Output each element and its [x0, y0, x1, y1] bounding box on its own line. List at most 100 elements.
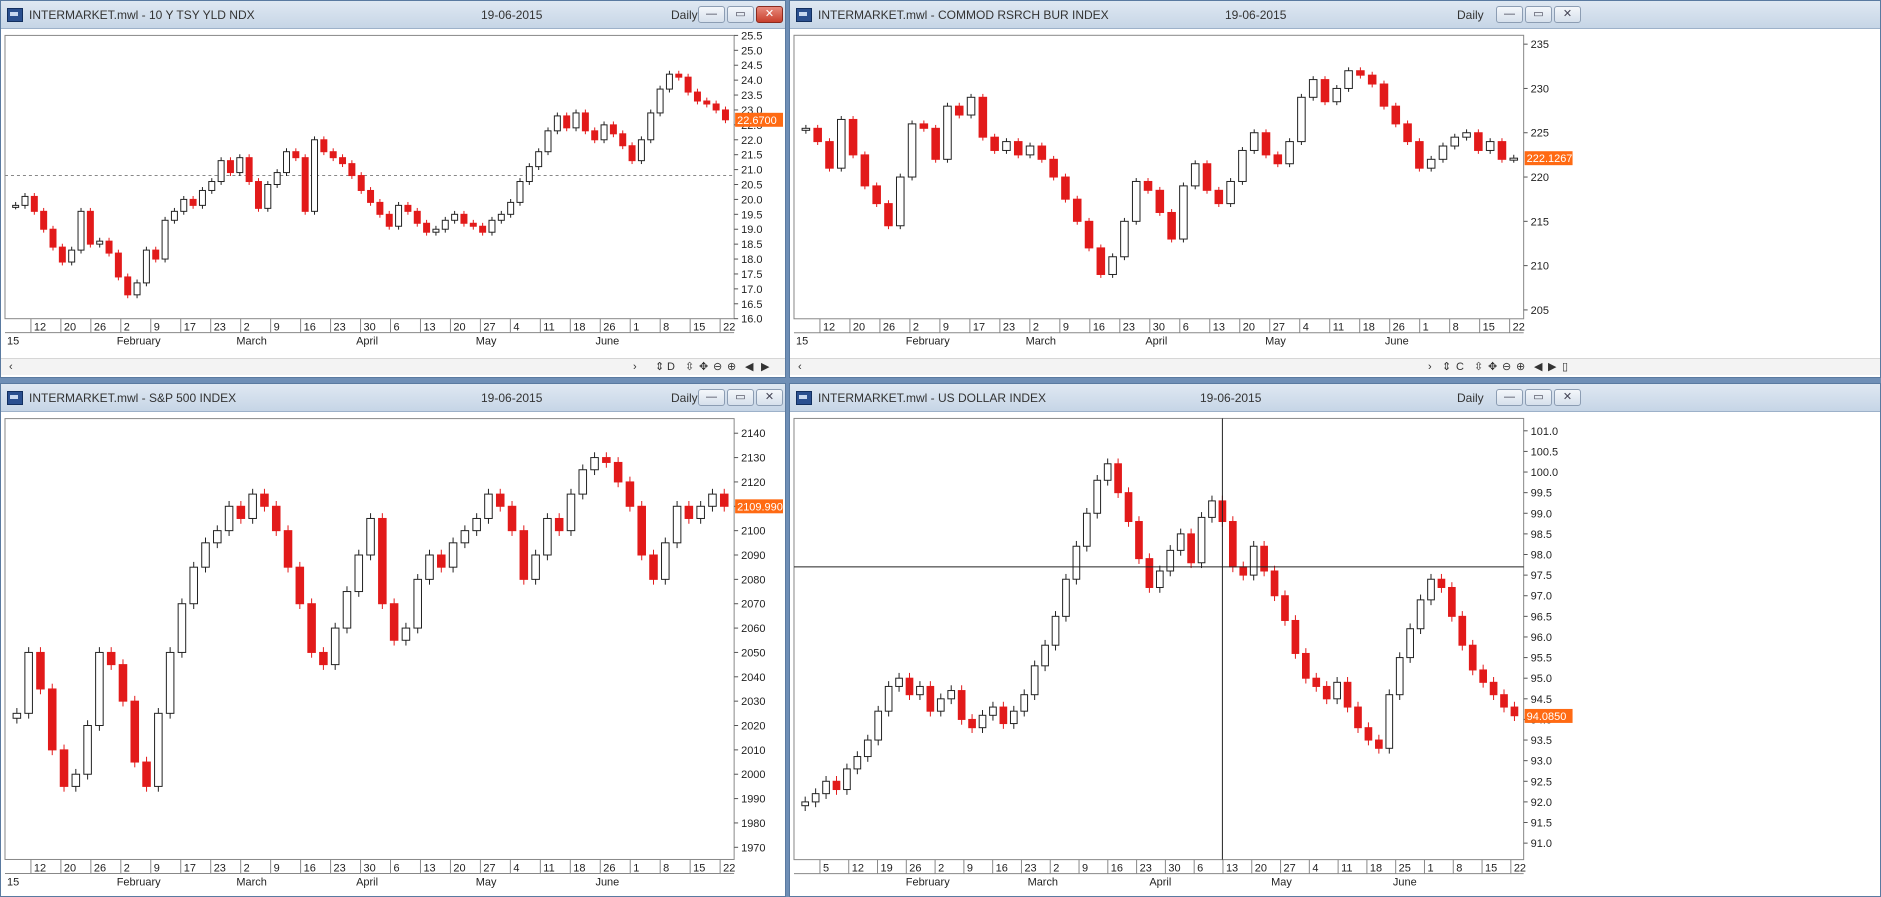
next-icon[interactable]: ▶: [1548, 361, 1557, 373]
x-tick-label: 23: [214, 322, 226, 334]
candle: [990, 136, 999, 151]
y-tick-label: 1980: [741, 818, 765, 830]
y-tick-label: 24.5: [741, 60, 762, 72]
chart-window-10y-yield[interactable]: INTERMARKET.mwl - 10 Y TSY YLD NDX 19-06…: [0, 0, 786, 378]
next-icon[interactable]: ▶: [761, 361, 770, 373]
close-icon[interactable]: ✕: [1554, 6, 1581, 23]
x-tick-label: 22: [723, 322, 735, 334]
x-month-label: 15: [7, 336, 19, 348]
scroll-right-icon[interactable]: ›: [1428, 361, 1432, 373]
candle: [497, 213, 505, 221]
maximize-icon[interactable]: ▭: [1525, 389, 1552, 406]
sync-icon[interactable]: ⇕: [1442, 361, 1452, 373]
last-price-tag: [1524, 708, 1573, 723]
x-tick-label: 13: [1213, 322, 1225, 334]
candle: [1202, 163, 1212, 191]
link-icon[interactable]: ⇳: [685, 361, 695, 373]
end-icon[interactable]: ▯: [1562, 361, 1569, 373]
window-titlebar[interactable]: INTERMARKET.mwl - S&P 500 INDEX 19-06-20…: [1, 384, 785, 412]
x-tick-label: 22: [1514, 863, 1526, 875]
x-month-label: 15: [796, 336, 808, 348]
candle: [563, 115, 571, 129]
last-price-label: 94.0850: [1527, 711, 1567, 723]
pan-icon[interactable]: ✥: [699, 361, 709, 373]
minimize-icon[interactable]: —: [1496, 6, 1523, 23]
candle: [1228, 521, 1237, 568]
toolbar-letter[interactable]: C: [1456, 361, 1464, 373]
zoom-out-icon[interactable]: ⊖: [713, 361, 723, 373]
candle: [177, 603, 187, 653]
minimize-icon[interactable]: —: [698, 6, 725, 23]
y-tick-label: 2000: [741, 769, 765, 781]
chart-date: 19-06-2015: [1200, 391, 1262, 405]
window-titlebar[interactable]: INTERMARKET.mwl - COMMOD RSRCH BUR INDEX…: [790, 1, 1880, 29]
link-icon[interactable]: ⇳: [1474, 361, 1484, 373]
maximize-icon[interactable]: ▭: [727, 389, 754, 406]
candle: [441, 219, 449, 230]
candle: [376, 201, 384, 215]
x-month-label: May: [1265, 336, 1286, 348]
maximize-icon[interactable]: ▭: [727, 6, 754, 23]
x-tick-label: 15: [1483, 322, 1495, 334]
maximize-icon[interactable]: ▭: [1525, 6, 1552, 23]
candle: [919, 123, 929, 129]
prev-icon[interactable]: ◀: [745, 361, 754, 373]
chart-window-usd[interactable]: INTERMARKET.mwl - US DOLLAR INDEX 19-06-…: [789, 383, 1881, 897]
zoom-out-icon[interactable]: ⊖: [1502, 361, 1512, 373]
scroll-left-icon[interactable]: ‹: [9, 361, 13, 373]
prev-icon[interactable]: ◀: [1534, 361, 1543, 373]
sync-icon[interactable]: ⇕: [655, 361, 665, 373]
candle: [1403, 123, 1412, 143]
close-icon[interactable]: ✕: [1554, 389, 1581, 406]
candle: [507, 201, 515, 215]
candle: [283, 151, 290, 174]
chart-period: Daily: [671, 8, 698, 22]
x-month-label: 15: [7, 876, 19, 888]
window-titlebar[interactable]: INTERMARKET.mwl - 10 Y TSY YLD NDX 19-06…: [1, 1, 785, 29]
zoom-in-icon[interactable]: ⊕: [1516, 361, 1526, 373]
x-tick-label: 20: [453, 862, 465, 874]
x-month-label: June: [595, 336, 619, 348]
zoom-in-icon[interactable]: ⊕: [727, 361, 737, 373]
close-icon[interactable]: ✕: [756, 389, 783, 406]
scroll-right-icon[interactable]: ›: [633, 361, 637, 373]
x-tick-label: 19: [881, 863, 893, 875]
y-tick-label: 98.5: [1531, 529, 1552, 541]
candle: [519, 530, 529, 580]
x-tick-label: 12: [34, 322, 46, 334]
x-tick-label: 26: [883, 322, 895, 334]
x-tick-label: 13: [423, 862, 435, 874]
pan-icon[interactable]: ✥: [1488, 361, 1498, 373]
toolbar-letter[interactable]: D: [667, 361, 675, 373]
close-icon[interactable]: ✕: [756, 6, 783, 23]
minimize-icon[interactable]: —: [698, 389, 725, 406]
window-title: INTERMARKET.mwl - COMMOD RSRCH BUR INDEX: [818, 8, 1109, 22]
x-tick-label: 6: [393, 322, 399, 334]
candle: [675, 73, 683, 78]
x-tick-label: 23: [334, 862, 346, 874]
x-tick-label: 20: [64, 322, 76, 334]
scroll-left-icon[interactable]: ‹: [798, 361, 802, 373]
candle: [1354, 706, 1362, 729]
candlestick-chart[interactable]: 101.0 100.5 100.0 99.5 99.0 98.5 98.0 97.5 97.0 9…: [790, 412, 1880, 897]
y-tick-label: 2070: [741, 599, 765, 611]
x-tick-label: 17: [184, 322, 196, 334]
chart-window-sp500[interactable]: INTERMARKET.mwl - S&P 500 INDEX 19-06-20…: [0, 383, 786, 897]
candlestick-chart[interactable]: 25.525.024.524.023.523.022.522.021.521.0…: [1, 29, 785, 363]
candle: [1364, 727, 1373, 741]
candle: [1249, 545, 1258, 576]
x-tick-label: 9: [967, 863, 973, 875]
window-titlebar[interactable]: INTERMARKET.mwl - US DOLLAR INDEX 19-06-…: [790, 384, 1880, 412]
candlestick-chart[interactable]: 2140213021202110210020902080207020602050…: [1, 412, 785, 897]
chart-window-icon: [796, 391, 812, 405]
candle: [553, 115, 561, 132]
candle: [130, 700, 140, 763]
candle: [811, 793, 820, 803]
candle: [931, 127, 940, 160]
candle: [154, 712, 163, 787]
x-tick-label: 18: [573, 862, 585, 874]
y-tick-label: 21.0: [741, 165, 762, 177]
chart-window-commodity[interactable]: INTERMARKET.mwl - COMMOD RSRCH BUR INDEX…: [789, 0, 1881, 378]
minimize-icon[interactable]: —: [1496, 389, 1523, 406]
